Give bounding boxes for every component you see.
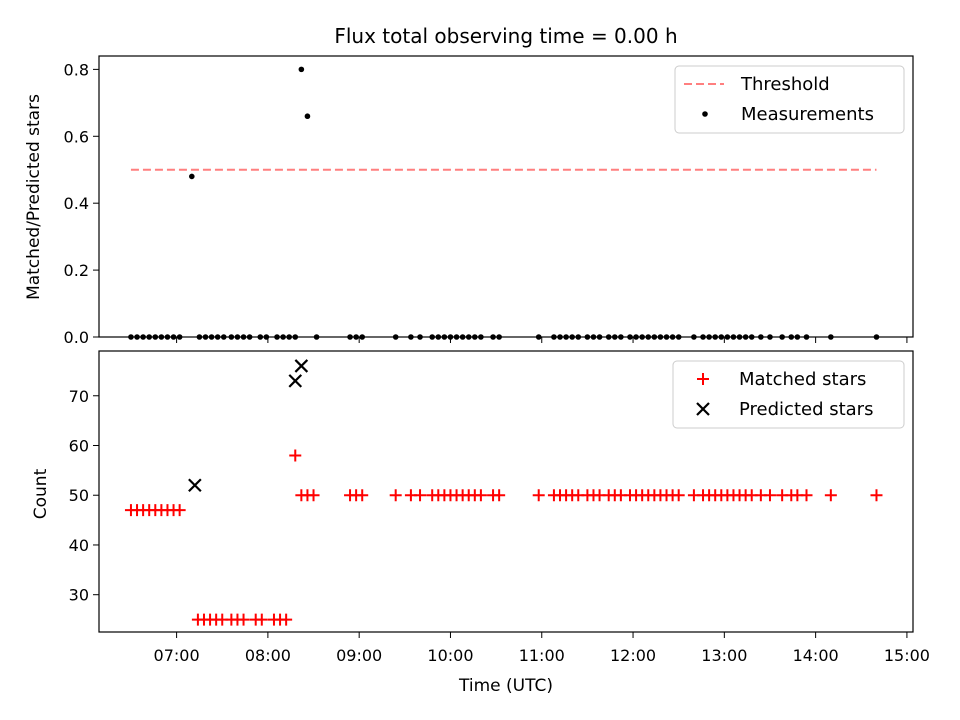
- panel-frame: [98, 55, 914, 338]
- legend-label: Measurements: [741, 104, 874, 125]
- top-y-axis-label: Matched/Predicted stars: [24, 94, 44, 300]
- x-tick-label: 11:00: [519, 646, 565, 665]
- x-tick-label: 07:00: [154, 646, 200, 665]
- legend-swatch: [696, 402, 710, 416]
- bottom-y-axis-label: Count: [31, 468, 51, 519]
- data-point: [173, 504, 186, 517]
- data-point: [237, 613, 250, 626]
- x-axis-label: Time (UTC): [458, 676, 553, 696]
- data-point: [289, 449, 302, 462]
- legend-label: Matched stars: [739, 369, 866, 390]
- legend-label: Predicted stars: [739, 399, 873, 420]
- x-tick-label: 12:00: [610, 646, 656, 665]
- x-tick-label: 15:00: [884, 646, 930, 665]
- data-point: [307, 489, 320, 502]
- data-point: [255, 613, 268, 626]
- data-point: [304, 113, 311, 120]
- data-point: [294, 359, 309, 373]
- data-point: [763, 489, 776, 502]
- data-point: [800, 489, 813, 502]
- y-tick-label: 60: [69, 436, 89, 455]
- legend-box: [674, 65, 905, 134]
- series-predicted-stars: [188, 359, 309, 493]
- legend-swatch: [702, 111, 708, 117]
- data-point: [288, 374, 303, 388]
- panel-2: 30 40 50 60 70 07:00 08:00 09:00 10:00 11:00 12:00…: [69, 350, 930, 665]
- legend: Threshold Measurements: [674, 65, 905, 134]
- legend-label: Threshold: [740, 74, 830, 95]
- data-point: [532, 489, 545, 502]
- series-matched-stars: [124, 449, 883, 626]
- data-point: [672, 489, 685, 502]
- data-point: [870, 489, 883, 502]
- data-point: [188, 478, 202, 493]
- x-tick-label: 13:00: [701, 646, 747, 665]
- y-tick-label: 50: [69, 486, 89, 505]
- panel-1: 0.0 0.2 0.4 0.6 0.8 Threshold Measurements: [64, 55, 914, 347]
- data-point: [280, 613, 293, 626]
- chart-title: Flux total observing time = 0.00 h: [334, 24, 677, 48]
- legend: Matched stars Predicted stars: [672, 360, 905, 429]
- legend-box: [672, 360, 905, 429]
- panel-frame: [98, 350, 914, 633]
- y-tick-label: 40: [69, 536, 89, 555]
- data-point: [298, 66, 305, 73]
- data-point: [189, 173, 195, 180]
- y-tick-label: 0.2: [64, 261, 89, 280]
- plot-layer: 0.0 0.2 0.4 0.6 0.8 Threshold Measurements 30 40…: [64, 55, 930, 665]
- y-tick-label: 0.4: [64, 194, 89, 213]
- y-tick-label: 0.8: [64, 60, 89, 79]
- legend-swatch: [697, 373, 709, 385]
- y-tick-label: 0.0: [64, 328, 89, 347]
- data-point: [356, 489, 369, 502]
- x-tick-label: 14:00: [793, 646, 839, 665]
- x-tick-label: 10:00: [427, 646, 473, 665]
- data-point: [474, 489, 487, 502]
- data-point: [824, 489, 837, 502]
- data-point: [493, 489, 506, 502]
- y-tick-label: 70: [69, 387, 89, 406]
- data-point: [414, 489, 427, 502]
- y-tick-label: 30: [69, 586, 89, 605]
- x-tick-label: 08:00: [245, 646, 291, 665]
- data-point: [389, 489, 402, 502]
- x-tick-label: 09:00: [336, 646, 382, 665]
- y-tick-label: 0.6: [64, 127, 89, 146]
